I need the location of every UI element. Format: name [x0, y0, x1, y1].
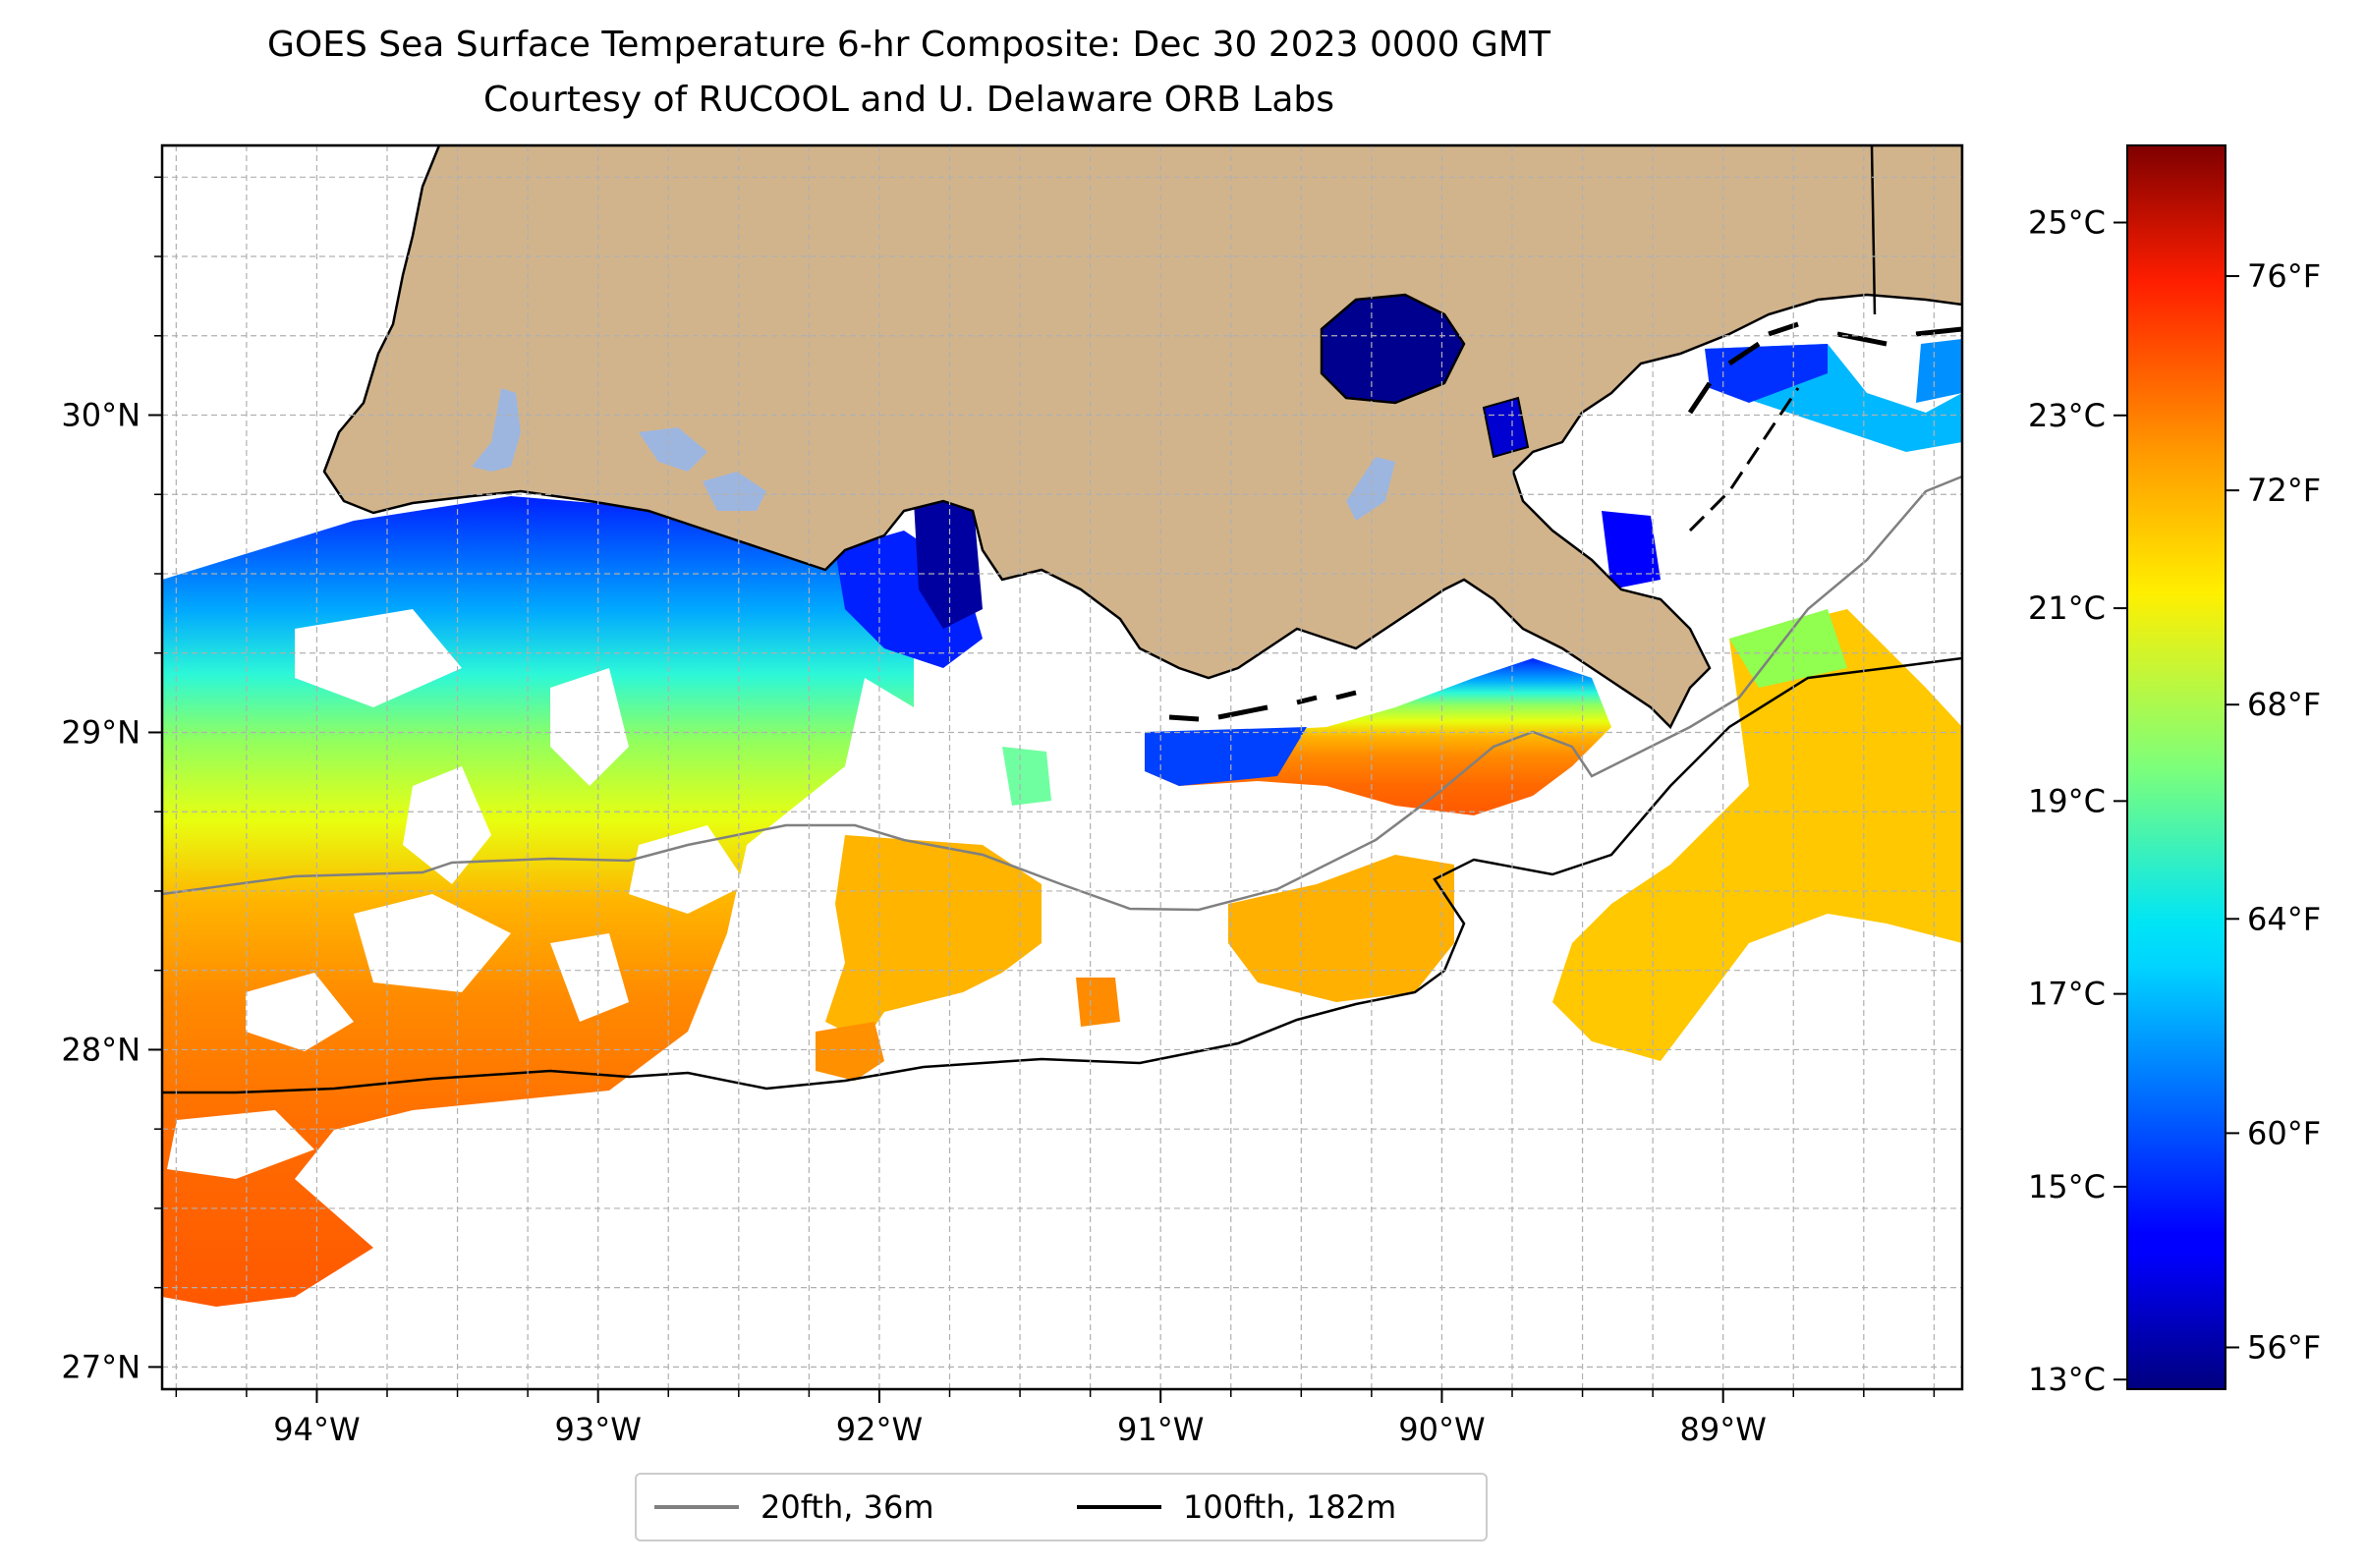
celsius-tick-label: 17°C — [2028, 976, 2106, 1013]
colorbar-axes: 13°C 15°C 17°C 19°C 21°C 23°C 25°C 56°F 60°F 64°F… — [2028, 204, 2321, 1399]
legend-swatch-20fth — [654, 1505, 739, 1509]
gridlines — [162, 145, 1962, 1389]
celsius-tick-label: 15°C — [2028, 1168, 2106, 1205]
lon-tick-label: 91°W — [1117, 1411, 1204, 1448]
lat-tick-label: 27°N — [61, 1348, 141, 1385]
chandeleur-islands — [1688, 387, 1800, 532]
fahrenheit-tick-label: 68°F — [2247, 686, 2321, 723]
fahrenheit-tick-label: 72°F — [2247, 472, 2321, 509]
contour-100fth — [162, 656, 1962, 1094]
lon-tick-label: 90°W — [1398, 1411, 1485, 1448]
title-line-2: Courtesy of RUCOOL and U. Delaware ORB L… — [482, 80, 1335, 120]
state-border — [1870, 145, 1877, 315]
fahrenheit-tick-label: 60°F — [2247, 1114, 2321, 1151]
map-axes: 94°W 93°W 92°W 91°W 90°W 89°W 27°N 28°N 29°N 30°N — [61, 176, 1936, 1448]
title-line-1: GOES Sea Surface Temperature 6-hr Compos… — [267, 25, 1550, 65]
legend-item-100fth: 100fth, 182m — [1077, 1475, 1396, 1540]
sst-field-east — [1552, 609, 1962, 1061]
celsius-tick-label: 13°C — [2028, 1361, 2106, 1398]
celsius-tick-label: 25°C — [2028, 204, 2106, 242]
contour-20fth — [162, 475, 1962, 912]
lon-tick-label: 92°W — [836, 1411, 923, 1448]
fahrenheit-tick-label: 64°F — [2247, 900, 2321, 937]
legend: 20fth, 36m 100fth, 182m — [635, 1473, 1488, 1541]
lon-tick-label: 93°W — [555, 1411, 642, 1448]
legend-label-20fth: 20fth, 36m — [761, 1488, 934, 1526]
legend-label-100fth: 100fth, 182m — [1183, 1488, 1397, 1526]
fahrenheit-tick-label: 76°F — [2247, 257, 2321, 295]
celsius-tick-label: 19°C — [2028, 782, 2106, 819]
lat-tick-label: 28°N — [61, 1031, 141, 1068]
celsius-tick-label: 21°C — [2028, 589, 2106, 627]
colorbar — [2126, 144, 2226, 1390]
map-frame — [160, 143, 1964, 1391]
legend-swatch-100fth — [1077, 1505, 1161, 1509]
sst-breton-sound — [1602, 511, 1661, 589]
inland-lakes — [472, 388, 1395, 521]
fahrenheit-tick-label: 56°F — [2247, 1328, 2321, 1366]
map-area — [162, 145, 1962, 1389]
lon-tick-label: 89°W — [1680, 1411, 1767, 1448]
lon-tick-label: 94°W — [273, 1411, 360, 1448]
lat-tick-label: 29°N — [61, 713, 141, 751]
legend-item-20fth: 20fth, 36m — [654, 1475, 933, 1540]
celsius-tick-label: 23°C — [2028, 397, 2106, 434]
sst-field-west — [162, 496, 914, 1307]
lat-tick-label: 30°N — [61, 397, 141, 434]
